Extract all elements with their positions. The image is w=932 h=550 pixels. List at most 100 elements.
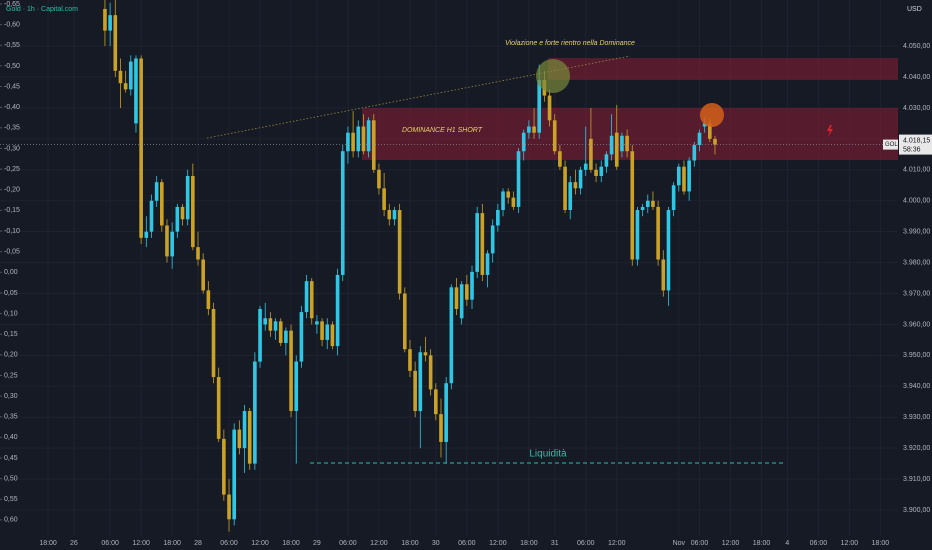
y2-tick-label: 0,55: [4, 496, 18, 503]
candle-body: [558, 151, 562, 167]
candle-body: [418, 352, 423, 412]
candle-body: [459, 284, 464, 319]
x-tick-label: 06:00: [577, 540, 595, 547]
x-tick-label: 30: [432, 540, 440, 547]
y2-tick-label: -0,45: [4, 83, 20, 90]
candle-body: [268, 318, 273, 331]
candle-body: [253, 361, 257, 464]
candle-body: [371, 120, 376, 170]
candle-body: [537, 80, 542, 133]
candle-body: [273, 321, 278, 331]
y2-tick-label: -0,25: [4, 166, 20, 173]
candle-body: [702, 123, 707, 127]
candle-body: [480, 213, 485, 275]
candle-body: [583, 163, 588, 170]
y2-tick-label: 0,25: [4, 372, 18, 379]
candle-body: [578, 169, 583, 189]
candle-body: [630, 151, 635, 260]
annotation: Liquidità: [529, 449, 567, 460]
y-tick-label: 3.990,00: [903, 229, 930, 236]
candle-body: [335, 274, 340, 347]
symbol-tag-box: [883, 139, 898, 150]
candle-body: [175, 206, 180, 232]
highlight-circle: [700, 103, 724, 127]
x-tick-label: 18:00: [401, 540, 419, 547]
candle-body: [692, 145, 697, 161]
candle-body: [289, 330, 293, 412]
candle-body: [465, 284, 469, 300]
candle-body: [165, 225, 169, 257]
candle-body: [346, 132, 350, 152]
candle-body: [154, 182, 159, 201]
price-axis: [898, 0, 932, 550]
candle-body: [609, 135, 614, 155]
candle-body: [294, 361, 299, 412]
x-tick-label: 12:00: [722, 540, 740, 547]
candle-body: [304, 281, 309, 313]
candle-body: [258, 308, 262, 362]
candle-body: [444, 383, 448, 442]
y2-tick-label: -0,55: [4, 42, 20, 49]
candle-body: [247, 411, 252, 464]
candle-body: [103, 8, 107, 31]
time-axis: [0, 536, 932, 550]
candle-body: [563, 166, 567, 211]
candle-body: [382, 188, 386, 211]
candle-body: [470, 271, 474, 300]
candle-body: [201, 259, 205, 291]
candle-body: [635, 210, 640, 260]
x-tick-label: 18:00: [520, 540, 538, 547]
y-tick-label: 3.940,00: [903, 383, 930, 390]
candle-body: [708, 123, 712, 139]
candle-body: [454, 287, 459, 309]
x-tick-label: 06:00: [810, 540, 828, 547]
candle-body: [227, 494, 231, 520]
candle-body: [309, 281, 314, 319]
candle-body: [402, 293, 407, 350]
candle-body: [160, 182, 164, 226]
candle-body: [666, 210, 671, 291]
candle-body: [682, 166, 686, 192]
candle-body: [366, 120, 371, 152]
candle-body: [620, 135, 624, 152]
candle-body: [604, 154, 609, 167]
y-tick-label: 4.050,00: [903, 43, 930, 50]
candle-body: [485, 253, 490, 275]
y-tick-label: 3.950,00: [903, 352, 930, 359]
y2-tick-label: 0,10: [4, 310, 18, 317]
y-tick-label: 3.910,00: [903, 476, 930, 483]
y2-tick-label: 0,35: [4, 414, 18, 421]
y2-tick-label: 0,60: [4, 517, 18, 524]
y2-tick-label: 0,20: [4, 352, 18, 359]
candle-body: [211, 308, 216, 378]
candle-body: [206, 290, 211, 309]
candle-body: [439, 414, 443, 442]
candle-body: [614, 132, 619, 167]
candle-body: [640, 206, 645, 211]
x-tick-label: 06:00: [691, 540, 709, 547]
x-tick-label: 31: [551, 540, 559, 547]
candle-body: [594, 169, 598, 176]
x-tick-label: 06:00: [458, 540, 476, 547]
y-tick-label: 3.920,00: [903, 445, 930, 452]
candle-body: [423, 352, 428, 356]
candle-body: [645, 200, 650, 207]
y-tick-label: 3.930,00: [903, 414, 930, 421]
y-tick-label: 3.900,00: [903, 507, 930, 514]
y2-tick-label: 0,15: [4, 331, 18, 338]
x-tick-label: 18:00: [163, 540, 181, 547]
x-tick-label: 12:00: [132, 540, 150, 547]
candle-body: [242, 411, 247, 449]
candle-body: [149, 200, 154, 232]
candle-body: [573, 182, 578, 189]
y2-tick-label: 0,50: [4, 475, 18, 482]
x-tick-label: 06:00: [101, 540, 119, 547]
candle-body: [656, 206, 660, 260]
y2-tick-label: 0,30: [4, 393, 18, 400]
x-tick-label: 12:00: [370, 540, 388, 547]
countdown: 58:36: [903, 146, 921, 153]
candle-body: [315, 321, 319, 325]
